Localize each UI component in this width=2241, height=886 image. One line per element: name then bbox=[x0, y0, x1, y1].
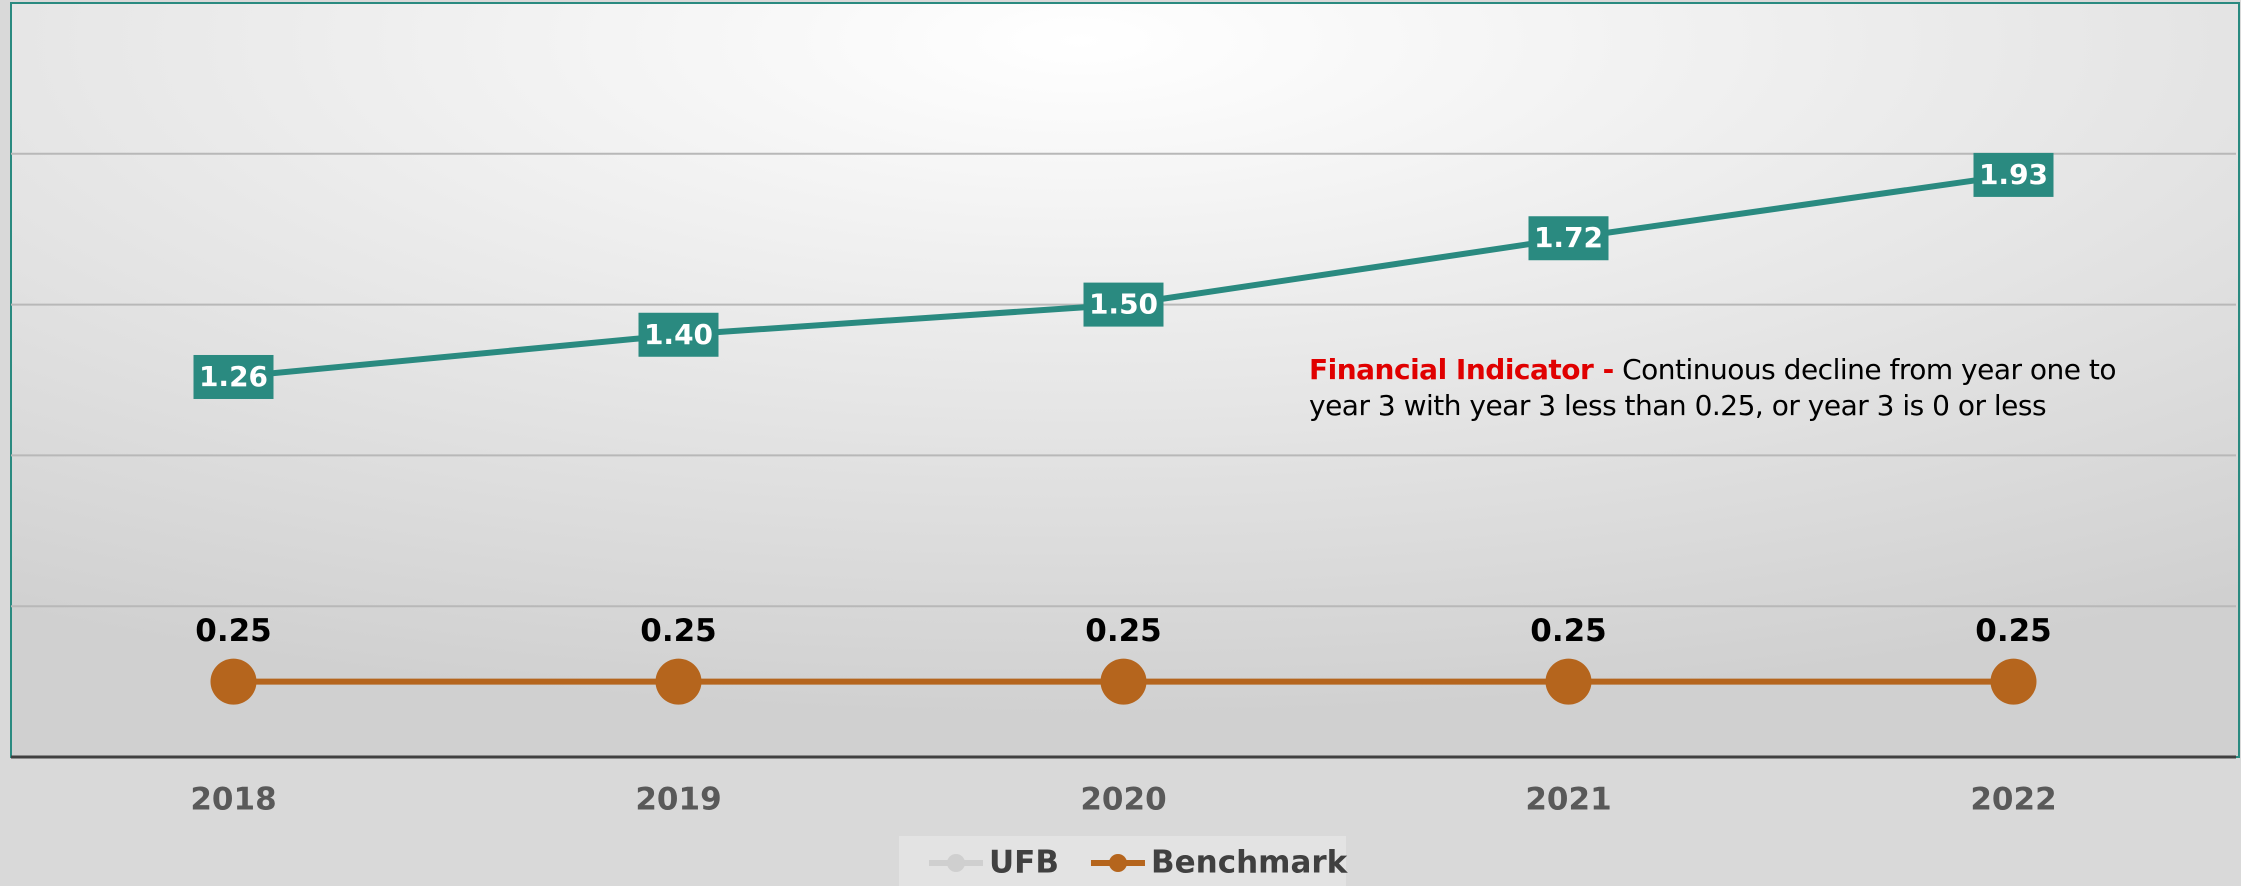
data-label: 1.50 bbox=[1089, 288, 1158, 321]
legend-swatch-marker bbox=[1108, 854, 1127, 872]
data-label-box bbox=[1973, 152, 2054, 197]
x-tick-label: 2022 bbox=[1970, 782, 2056, 818]
data-label: 1.72 bbox=[1534, 221, 1603, 254]
data-label: 0.25 bbox=[195, 613, 272, 649]
data-label-box bbox=[193, 354, 274, 399]
data-label: 0.25 bbox=[1530, 613, 1607, 649]
legend-label: UFB bbox=[989, 845, 1059, 881]
marker bbox=[1545, 658, 1592, 705]
marker bbox=[1100, 658, 1147, 705]
data-label: 0.25 bbox=[1975, 613, 2052, 649]
data-label: 0.25 bbox=[640, 613, 717, 649]
annotation: Financial Indicator - Continuous decline… bbox=[1309, 352, 2129, 424]
x-tick-label: 2018 bbox=[190, 782, 276, 818]
data-label: 1.26 bbox=[199, 360, 268, 393]
x-tick-label: 2019 bbox=[635, 782, 721, 818]
legend-label: Benchmark bbox=[1151, 845, 1349, 881]
annotation-label: Financial Indicator - bbox=[1309, 353, 1614, 386]
marker bbox=[1990, 658, 2037, 705]
data-label-box bbox=[638, 312, 719, 357]
x-tick-label: 2020 bbox=[1080, 782, 1166, 818]
marker bbox=[210, 658, 257, 705]
legend-swatch-marker bbox=[947, 854, 965, 872]
x-tick-label: 2021 bbox=[1525, 782, 1611, 818]
data-label: 0.25 bbox=[1085, 613, 1162, 649]
data-label: 1.93 bbox=[1979, 158, 2048, 191]
data-label-box bbox=[1083, 282, 1164, 327]
annotation-text: Continuous decline from year one to year… bbox=[1309, 353, 2117, 422]
data-label: 1.40 bbox=[644, 318, 713, 351]
plot-area bbox=[10, 2, 2240, 758]
marker bbox=[655, 658, 702, 705]
data-label-box bbox=[1528, 216, 1609, 261]
